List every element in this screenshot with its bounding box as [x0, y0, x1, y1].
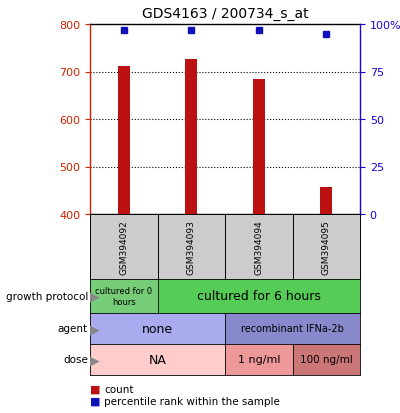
Text: GSM394092: GSM394092 — [119, 220, 128, 274]
Text: recombinant IFNa-2b: recombinant IFNa-2b — [241, 324, 344, 334]
Text: 100 ng/ml: 100 ng/ml — [300, 355, 353, 365]
Text: GSM394093: GSM394093 — [187, 220, 196, 274]
Text: agent: agent — [58, 324, 88, 334]
Text: GSM394095: GSM394095 — [322, 220, 331, 274]
Text: ▶: ▶ — [90, 322, 100, 335]
Bar — [253, 79, 265, 214]
Bar — [225, 214, 292, 279]
Text: count: count — [104, 384, 134, 394]
Text: growth protocol: growth protocol — [6, 291, 88, 301]
Text: 1 ng/ml: 1 ng/ml — [238, 355, 280, 365]
Title: GDS4163 / 200734_s_at: GDS4163 / 200734_s_at — [142, 7, 308, 21]
Text: NA: NA — [148, 353, 166, 366]
Bar — [292, 214, 360, 279]
Text: none: none — [142, 322, 173, 335]
Text: percentile rank within the sample: percentile rank within the sample — [104, 396, 280, 406]
Bar — [90, 214, 158, 279]
Text: ■: ■ — [90, 384, 100, 394]
Bar — [118, 66, 130, 214]
Text: ■: ■ — [90, 396, 100, 406]
Bar — [158, 214, 225, 279]
Text: ▶: ▶ — [90, 353, 100, 366]
Bar — [185, 60, 197, 214]
Text: cultured for 0
hours: cultured for 0 hours — [95, 287, 152, 306]
Text: dose: dose — [63, 355, 88, 365]
Text: ▶: ▶ — [90, 290, 100, 303]
Text: cultured for 6 hours: cultured for 6 hours — [197, 290, 321, 303]
Bar — [320, 188, 332, 214]
Text: GSM394094: GSM394094 — [254, 220, 263, 274]
